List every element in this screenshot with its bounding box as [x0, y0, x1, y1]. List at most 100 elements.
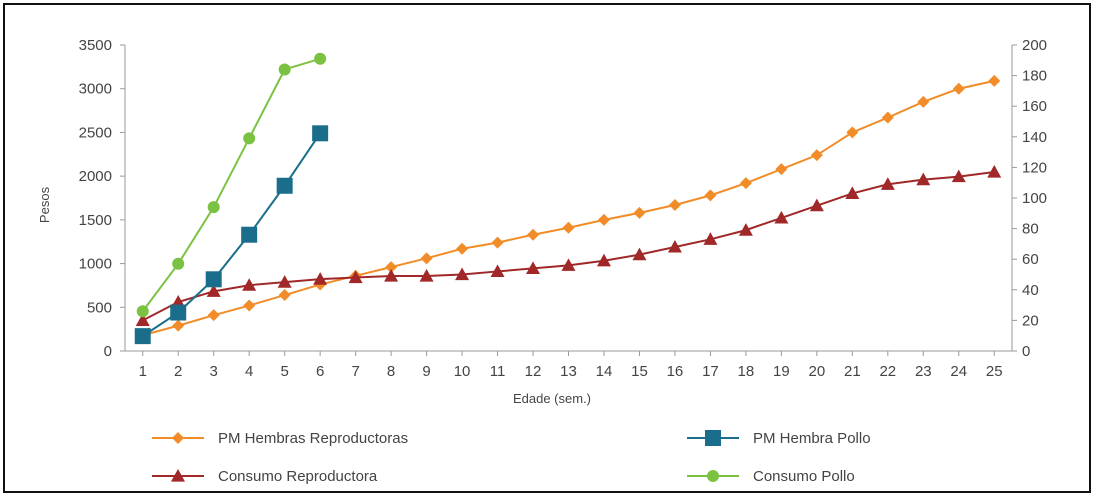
y-left-tick-label: 3500 [79, 37, 112, 54]
x-tick-label: 19 [773, 363, 790, 380]
chart-frame [3, 3, 1091, 493]
legend-marker [171, 469, 185, 482]
data-point [917, 95, 930, 108]
x-tick-label: 6 [316, 363, 324, 380]
y-right-tick-label: 60 [1022, 251, 1039, 268]
x-tick-label: 20 [809, 363, 826, 380]
x-tick-label: 17 [702, 363, 719, 380]
data-point [490, 264, 505, 278]
series-consumo-pollo [136, 52, 327, 318]
data-point [278, 289, 291, 302]
x-tick-label: 12 [525, 363, 542, 380]
data-point [277, 275, 292, 288]
legend-label: PM Hembras Reproductoras [218, 430, 408, 447]
data-point [136, 305, 149, 318]
series-pm-hembras-reproductoras [136, 74, 1001, 342]
data-point [384, 269, 399, 282]
y-right-tick-label: 160 [1022, 98, 1047, 115]
data-point [491, 236, 504, 249]
data-point [276, 177, 293, 194]
legend: PM Hembras Reproductoras PM Hembra Pollo C… [152, 430, 871, 485]
data-point [171, 295, 186, 308]
y-right-tick-label: 180 [1022, 68, 1047, 85]
data-point [278, 63, 291, 76]
x-tick-label: 5 [280, 363, 288, 380]
data-point [597, 213, 610, 226]
data-point [561, 258, 576, 271]
legend-item: PM Hembra Pollo [687, 430, 871, 447]
x-tick-label: 22 [879, 363, 896, 380]
y-left-tick-label: 3000 [79, 81, 112, 98]
data-point [134, 328, 151, 345]
data-point [205, 271, 222, 288]
series-line [142, 79, 995, 337]
data-point [738, 223, 753, 236]
data-point [562, 221, 575, 234]
data-point [633, 206, 646, 219]
data-point [775, 163, 788, 176]
data-point [988, 74, 1001, 87]
data-point [667, 239, 682, 253]
legend-marker [172, 432, 184, 444]
y-right-tick-label: 0 [1022, 343, 1030, 360]
series-consumo-reproductora [135, 164, 1002, 326]
data-point [456, 242, 469, 255]
data-point [314, 52, 327, 65]
x-tick-label: 25 [986, 363, 1003, 380]
x-tick-label: 3 [210, 363, 218, 380]
data-point [809, 198, 824, 212]
data-point [596, 253, 611, 267]
data-point [455, 267, 470, 281]
data-point [241, 226, 258, 243]
data-point [987, 164, 1002, 178]
x-tick-label: 8 [387, 363, 395, 380]
data-point [881, 111, 894, 124]
x-axis-title: Edade (sem.) [513, 391, 591, 406]
data-point [846, 126, 859, 139]
x-tick-label: 1 [139, 363, 147, 380]
data-point [312, 125, 329, 142]
series-line [141, 57, 321, 312]
data-point [916, 172, 931, 186]
data-point [243, 132, 256, 145]
x-tick-label: 9 [422, 363, 430, 380]
data-point [704, 189, 717, 202]
x-tick-label: 18 [738, 363, 755, 380]
x-tick-label: 24 [950, 363, 967, 380]
y-left-tick-label: 1000 [79, 256, 112, 273]
x-tick-label: 13 [560, 363, 577, 380]
data-point [135, 313, 150, 326]
data-point [668, 198, 681, 211]
legend-item: PM Hembras Reproductoras [152, 430, 408, 447]
x-tick-label: 23 [915, 363, 932, 380]
data-point [170, 304, 187, 321]
legend-item: Consumo Reproductora [152, 468, 378, 485]
series-pm-hembra-pollo [134, 125, 329, 345]
y-left-tick-label: 500 [87, 299, 112, 316]
data-point [739, 177, 752, 190]
data-point [632, 247, 647, 261]
legend-label: Consumo Pollo [753, 468, 855, 485]
data-point [420, 252, 433, 265]
y-right-tick-label: 20 [1022, 312, 1039, 329]
y-left-tick-label: 2000 [79, 168, 112, 185]
series-line [142, 170, 995, 322]
x-tick-label: 10 [454, 363, 471, 380]
data-point [774, 210, 789, 224]
y-left-tick-label: 1500 [79, 212, 112, 229]
data-point [207, 201, 220, 214]
y-right-tick-label: 140 [1022, 129, 1047, 146]
data-point [207, 309, 220, 322]
x-tick-label: 21 [844, 363, 861, 380]
x-tick-label: 16 [667, 363, 684, 380]
data-point [952, 82, 965, 95]
x-tick-label: 15 [631, 363, 648, 380]
data-point [703, 232, 718, 245]
data-point [527, 228, 540, 241]
x-tick-label: 7 [351, 363, 359, 380]
legend-label: Consumo Reproductora [218, 468, 378, 485]
x-tick-label: 2 [174, 363, 182, 380]
data-point [242, 278, 257, 291]
y-right-tick-label: 100 [1022, 190, 1047, 207]
